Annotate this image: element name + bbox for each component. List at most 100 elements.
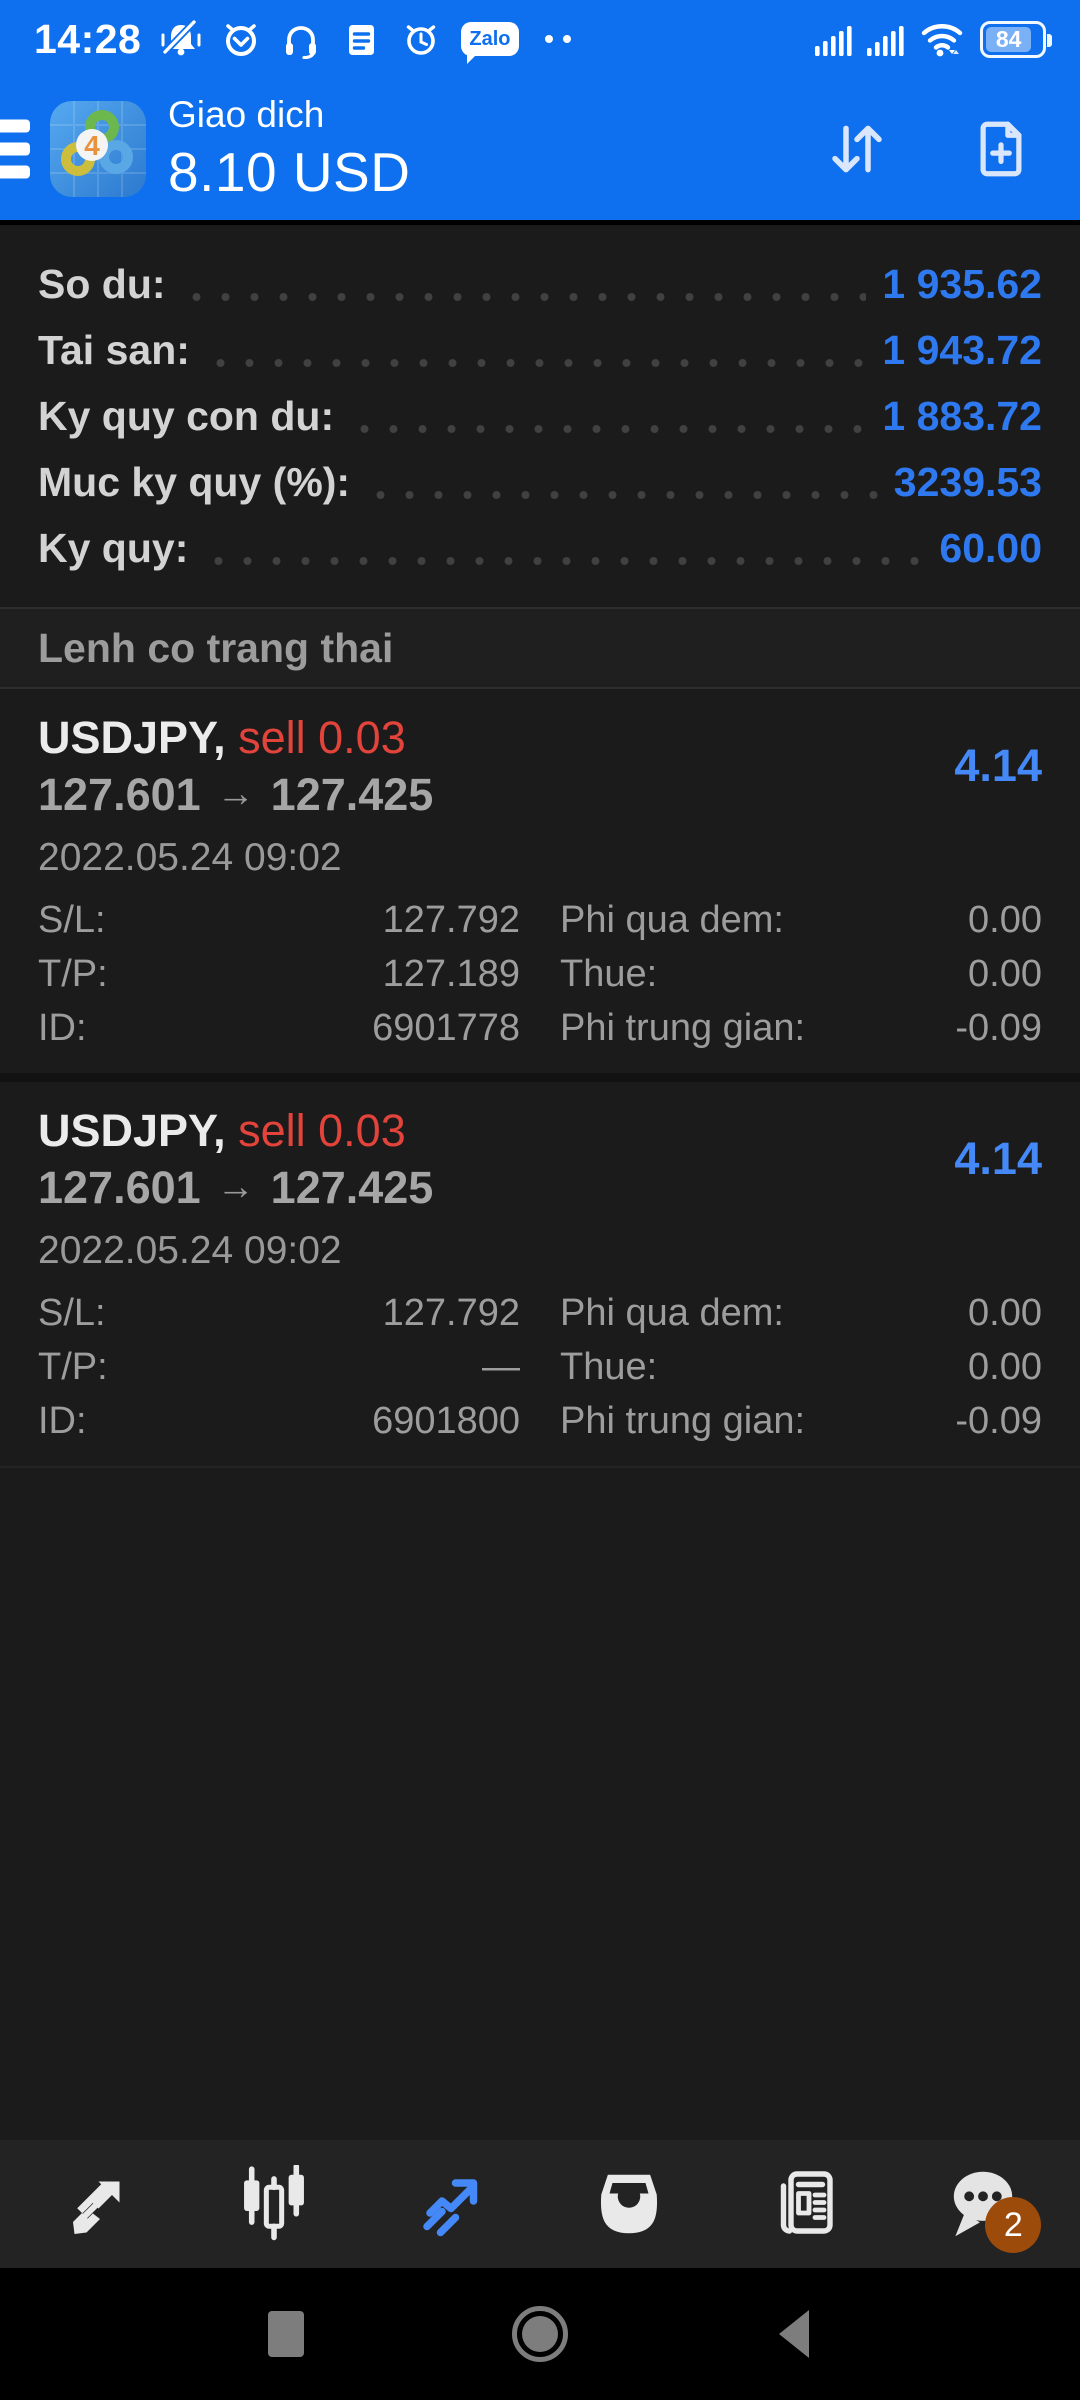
trade-row[interactable]: USDJPY, sell 0.03 127.601 → 127.425 4.14… xyxy=(0,689,1080,1073)
summary-label: Muc ky quy (%): xyxy=(38,458,351,505)
detail-value: 6901800 xyxy=(372,1400,520,1442)
detail-value: 6901778 xyxy=(372,1007,520,1049)
summary-label: Ky quy con du: xyxy=(38,392,335,439)
detail-label: Phi qua dem: xyxy=(560,899,784,941)
cell-signal-icon-2 xyxy=(866,21,904,57)
new-order-button[interactable] xyxy=(968,116,1034,182)
summary-label: Tai san: xyxy=(38,326,190,373)
home-icon xyxy=(512,2306,568,2362)
headset-icon xyxy=(281,19,321,59)
summary-row-margin: Ky quy: 60.00 xyxy=(38,515,1042,581)
detail-label: Phi trung gian: xyxy=(560,1007,806,1049)
arrow-right-icon: → xyxy=(216,1166,255,1208)
overflow-dots-icon xyxy=(544,35,571,43)
detail-value: 127.792 xyxy=(382,899,520,941)
detail-value: 127.792 xyxy=(382,1292,520,1334)
trade-row[interactable]: USDJPY, sell 0.03 127.601 → 127.425 4.14… xyxy=(0,1082,1080,1466)
summary-row-balance: So du: 1 935.62 xyxy=(38,251,1042,317)
arrow-right-icon: → xyxy=(216,773,255,815)
summary-row-free-margin: Ky quy con du: 1 883.72 xyxy=(38,383,1042,449)
cell-signal-icon-1 xyxy=(814,21,852,57)
detail-value: — xyxy=(482,1346,520,1388)
news-icon xyxy=(767,2165,845,2243)
trade-profit: 4.14 xyxy=(954,1133,1042,1184)
new-order-icon xyxy=(968,116,1034,182)
tab-chat[interactable]: 2 xyxy=(913,2149,1053,2259)
tab-history[interactable] xyxy=(559,2149,699,2259)
summary-value: 1 883.72 xyxy=(882,392,1042,439)
battery-percent: 84 xyxy=(995,25,1022,52)
detail-value: 0.00 xyxy=(968,899,1042,941)
detail-value: -0.09 xyxy=(955,1007,1042,1049)
sort-icon xyxy=(824,116,890,182)
list-end-divider xyxy=(0,1466,1080,1468)
summary-value: 60.00 xyxy=(939,524,1042,571)
positions-section-header: Lenh co trang thai xyxy=(0,607,1080,689)
back-button[interactable] xyxy=(778,2310,809,2358)
quotes-icon xyxy=(58,2165,136,2243)
chat-badge: 2 xyxy=(985,2197,1042,2253)
home-button[interactable] xyxy=(512,2306,568,2362)
appbar-shadow xyxy=(0,220,1080,225)
summary-label: So du: xyxy=(38,260,166,307)
summary-row-equity: Tai san: 1 943.72 xyxy=(38,317,1042,383)
tab-charts[interactable] xyxy=(204,2149,344,2259)
detail-value: 0.00 xyxy=(968,1346,1042,1388)
trade-symbol: USDJPY, xyxy=(38,712,226,763)
candlestick-chart-icon xyxy=(235,2165,313,2243)
detail-value: -0.09 xyxy=(955,1400,1042,1442)
trade-current-price: 127.425 xyxy=(270,769,434,820)
account-balance: 8.10 USD xyxy=(168,141,411,203)
trade-details: S/L: 127.792 Phi qua dem: 0.00 T/P: — Th… xyxy=(38,1286,1042,1448)
sort-button[interactable] xyxy=(824,116,890,182)
dotted-leader xyxy=(350,398,867,434)
android-nav-bar xyxy=(0,2268,1080,2400)
summary-value: 1 943.72 xyxy=(882,326,1042,373)
summary-row-margin-level: Muc ky quy (%): 3239.53 xyxy=(38,449,1042,515)
trade-datetime: 2022.05.24 09:02 xyxy=(38,836,342,879)
dotted-leader xyxy=(204,530,924,566)
clock-check-icon xyxy=(221,19,261,59)
tab-messages[interactable] xyxy=(736,2149,876,2259)
trade-side-volume: sell 0.03 xyxy=(238,712,406,763)
notes-icon xyxy=(341,19,381,59)
clock-time: 14:28 xyxy=(34,15,142,62)
tab-quotes[interactable] xyxy=(27,2149,167,2259)
trade-current-price: 127.425 xyxy=(270,1162,434,1213)
account-summary: So du: 1 935.62 Tai san: 1 943.72 Ky quy… xyxy=(0,225,1080,607)
bottom-toolbar: 2 xyxy=(0,2140,1080,2268)
trade-open-price: 127.601 xyxy=(38,1162,201,1213)
trade-profit: 4.14 xyxy=(954,740,1042,791)
app-bar: 4 Giao dich 8.10 USD xyxy=(0,78,1080,220)
recents-icon xyxy=(268,2311,305,2357)
detail-value: 127.189 xyxy=(382,953,520,995)
detail-label: Thue: xyxy=(560,1346,658,1388)
dotted-leader xyxy=(181,266,867,302)
tab-trade[interactable] xyxy=(381,2149,521,2259)
status-bar: 14:28 xyxy=(0,0,1080,78)
battery-icon: 84 xyxy=(980,20,1052,58)
trade-datetime: 2022.05.24 09:02 xyxy=(38,1229,342,1272)
alarm-clock-icon xyxy=(401,19,441,59)
vibrate-muted-icon xyxy=(161,19,201,59)
trade-symbol: USDJPY, xyxy=(38,1105,226,1156)
page-title: Giao dich xyxy=(168,94,325,135)
detail-label: Phi trung gian: xyxy=(560,1400,806,1442)
summary-value: 3239.53 xyxy=(893,458,1042,505)
back-icon xyxy=(778,2310,809,2358)
detail-label: S/L: xyxy=(38,1292,106,1334)
dotted-leader xyxy=(205,332,867,368)
detail-label: Thue: xyxy=(560,953,658,995)
menu-button[interactable] xyxy=(0,119,30,179)
recents-button[interactable] xyxy=(268,2311,305,2357)
svg-text:4: 4 xyxy=(84,130,100,161)
detail-label: ID: xyxy=(38,1400,87,1442)
history-inbox-icon xyxy=(590,2165,668,2243)
detail-value: 0.00 xyxy=(968,953,1042,995)
summary-label: Ky quy: xyxy=(38,524,189,571)
trade-side-volume: sell 0.03 xyxy=(238,1105,406,1156)
zalo-icon: Zalo xyxy=(461,22,519,64)
detail-label: ID: xyxy=(38,1007,87,1049)
mt4-app-icon[interactable]: 4 xyxy=(50,101,146,197)
